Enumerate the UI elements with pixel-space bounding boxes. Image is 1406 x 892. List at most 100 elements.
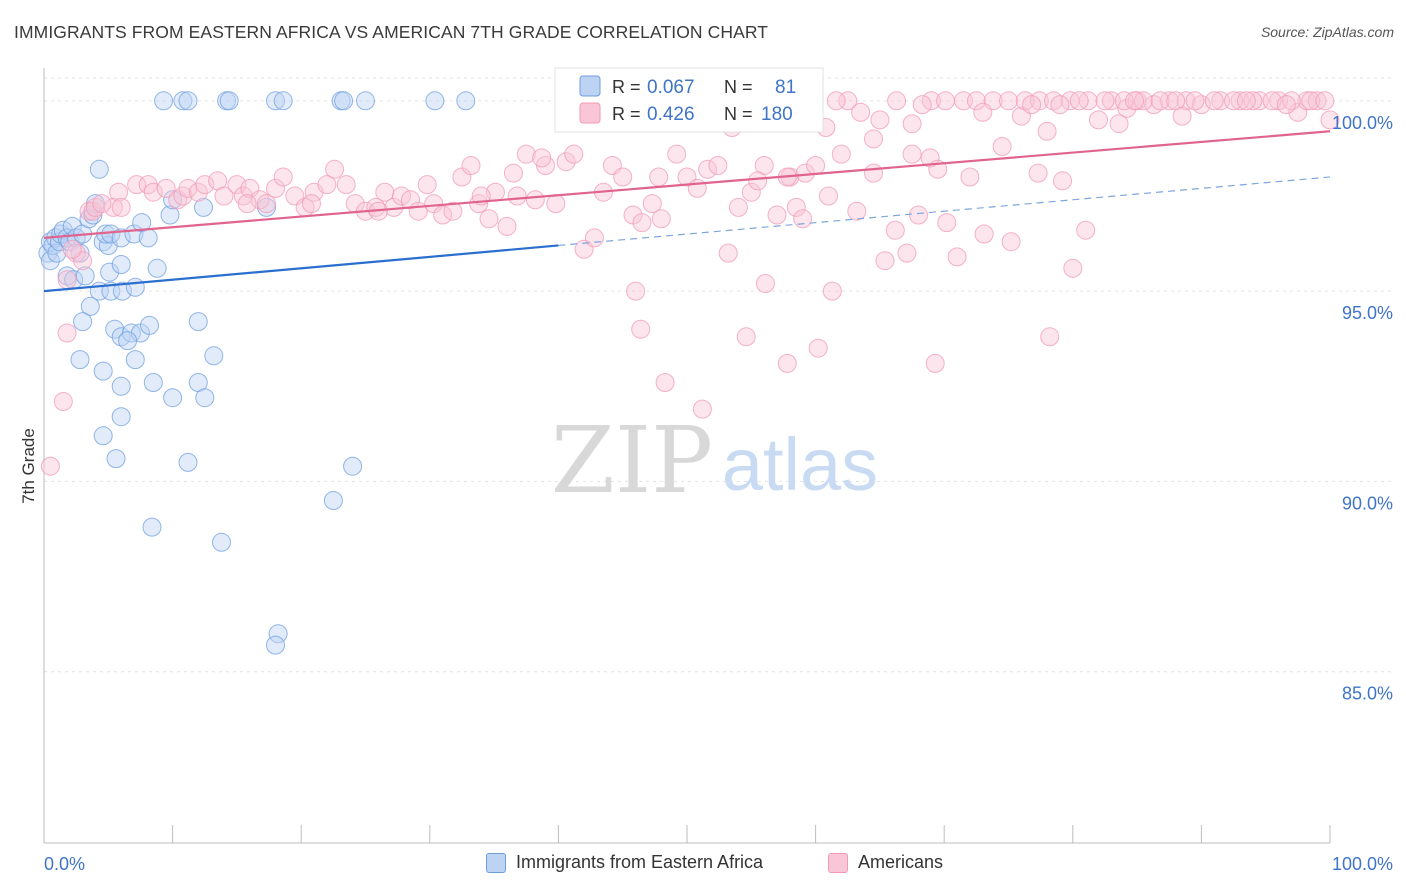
americans-point: [532, 148, 552, 168]
series-americans-points: [40, 91, 1340, 476]
trend-line-americans: [43, 130, 1331, 239]
americans-point: [1185, 91, 1205, 111]
americans-point: [525, 190, 545, 210]
americans-point: [902, 144, 922, 164]
immigrants-point: [154, 91, 174, 111]
americans-point: [1125, 91, 1144, 111]
americans-point: [62, 239, 82, 259]
immigrants-point: [173, 91, 193, 111]
americans-point: [777, 353, 797, 373]
americans-point: [1315, 91, 1335, 111]
americans-point: [741, 182, 761, 202]
americans-point: [564, 144, 584, 164]
immigrants-point: [212, 532, 231, 552]
americans-point: [966, 91, 986, 111]
immigrants-point: [75, 266, 95, 286]
americans-point: [401, 190, 420, 210]
americans-point: [1109, 114, 1129, 134]
y-tick-labels: 85.0% 90.0% 95.0% 100.0%: [1332, 113, 1393, 704]
source-label: Source: ZipAtlas.com: [1260, 24, 1394, 40]
series-legend: Immigrants from Eastern Africa Americans: [0, 852, 1406, 878]
americans-point: [546, 194, 566, 214]
americans-point: [755, 274, 775, 293]
trend-lines: [43, 130, 1331, 293]
immigrants-point: [163, 190, 183, 210]
watermark-atlas: atlas: [722, 423, 878, 506]
americans-point: [1015, 91, 1035, 111]
americans-point: [1028, 163, 1048, 183]
americans-point: [847, 201, 867, 221]
immigrants-point: [138, 228, 158, 248]
americans-point: [417, 175, 437, 195]
legend-r-label-blue: R =: [612, 77, 641, 97]
immigrants-point: [334, 91, 354, 111]
americans-point: [642, 194, 662, 214]
americans-point: [302, 194, 321, 214]
americans-point: [111, 197, 131, 217]
y-axis-label: 7th Grade: [19, 428, 38, 504]
trend-line-immigrants: [43, 244, 559, 293]
americans-point: [53, 392, 73, 411]
americans-point: [954, 91, 973, 111]
americans-point: [214, 186, 234, 206]
americans-point: [793, 209, 813, 229]
americans-point: [317, 175, 337, 195]
immigrants-point: [93, 426, 113, 446]
legend-item-americans: Americans: [828, 852, 943, 873]
immigrants-point: [112, 281, 132, 301]
immigrants-point: [106, 449, 126, 469]
americans-point: [1281, 91, 1301, 111]
immigrants-point: [143, 373, 163, 392]
americans-point: [1050, 95, 1070, 115]
americans-point: [822, 281, 842, 301]
americans-point: [1150, 91, 1170, 111]
immigrants-point: [111, 228, 131, 248]
americans-point: [655, 373, 675, 392]
americans-point: [433, 205, 453, 225]
americans-point: [718, 243, 738, 263]
americans-point: [885, 220, 905, 240]
americans-point: [66, 243, 86, 263]
americans-point: [947, 247, 967, 267]
americans-point: [1320, 110, 1340, 130]
americans-point: [1262, 91, 1282, 111]
americans-point: [227, 175, 247, 195]
immigrants-point: [188, 312, 208, 332]
americans-point: [257, 194, 276, 214]
immigrants-point: [178, 452, 198, 472]
legend-n-value-pink: 180: [761, 104, 793, 125]
legend-swatch-pink: [579, 102, 601, 124]
americans-point: [667, 144, 687, 164]
legend-swatch-americans: [828, 852, 848, 873]
americans-point: [1037, 121, 1057, 141]
legend-n-value-blue: 81: [775, 77, 796, 98]
americans-point: [974, 224, 994, 244]
americans-point: [632, 213, 652, 233]
immigrants-point: [204, 346, 224, 366]
legend-swatch-blue: [579, 75, 601, 97]
immigrants-point: [125, 277, 145, 297]
immigrants-point: [160, 205, 180, 225]
legend-n-label-pink: N =: [724, 104, 753, 124]
americans-point: [920, 148, 940, 168]
legend-r-label-pink: R =: [612, 104, 641, 124]
americans-point: [748, 171, 768, 191]
americans-point: [1276, 95, 1296, 115]
americans-point: [1243, 91, 1263, 111]
americans-point: [1095, 91, 1115, 111]
americans-point: [1191, 95, 1211, 115]
americans-point: [826, 91, 846, 111]
americans-point: [887, 91, 907, 111]
americans-point: [143, 182, 163, 202]
immigrants-point: [125, 350, 145, 370]
americans-point: [992, 137, 1012, 156]
americans-point: [1236, 91, 1256, 111]
americans-point: [1053, 171, 1072, 191]
americans-point: [912, 95, 932, 115]
americans-point: [937, 213, 957, 233]
americans-point: [806, 156, 826, 175]
americans-point: [1224, 91, 1243, 111]
immigrants-point: [100, 262, 120, 282]
americans-point: [897, 243, 917, 263]
